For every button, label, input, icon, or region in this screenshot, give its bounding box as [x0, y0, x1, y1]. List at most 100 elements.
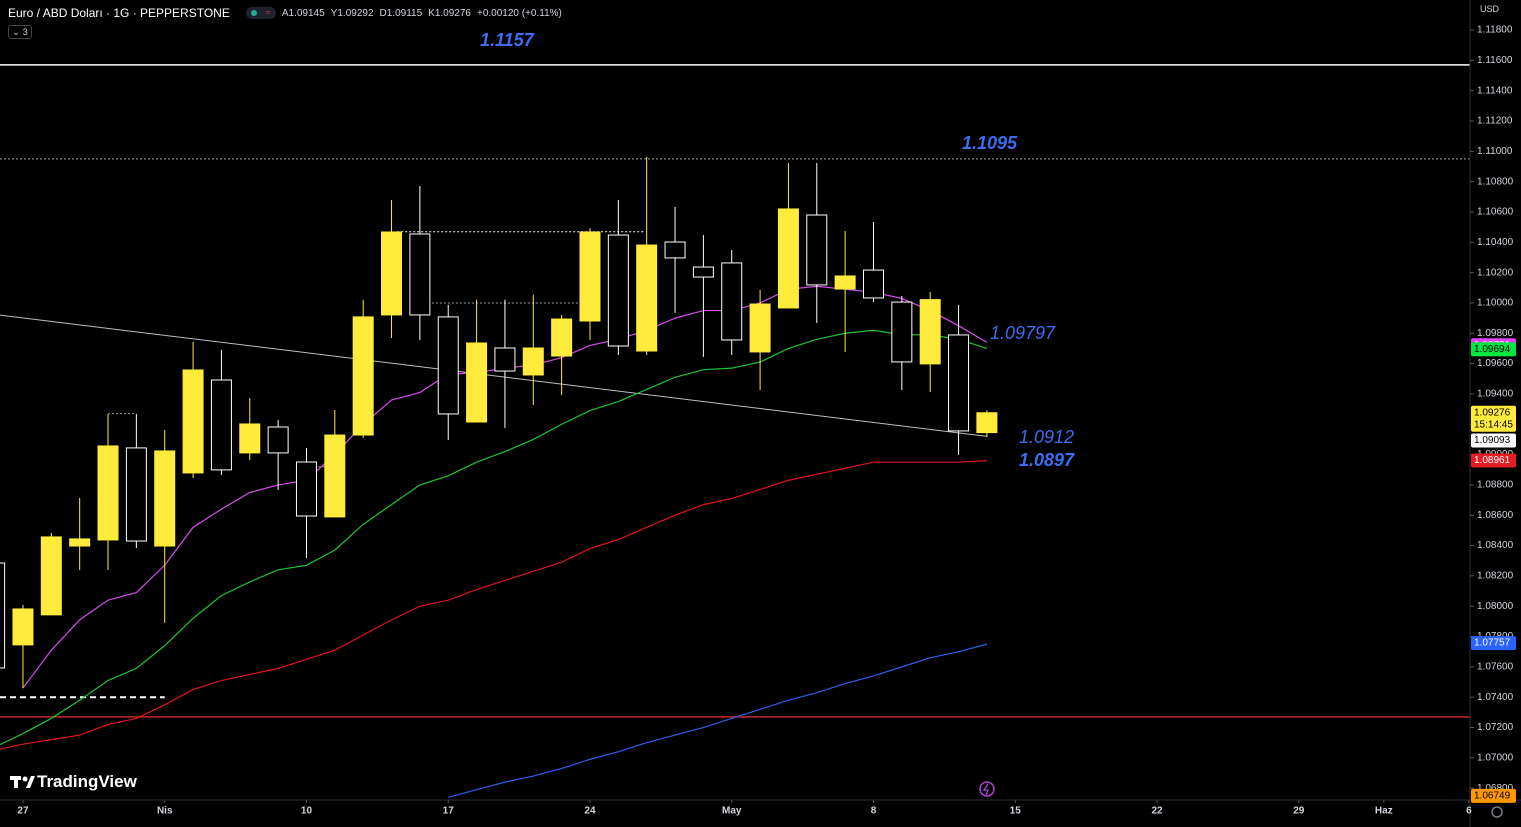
y-tick-label: 1.08600	[1477, 510, 1514, 521]
y-tick-label: 1.10400	[1477, 237, 1514, 248]
candle-body	[721, 262, 743, 341]
y-tick-label: 1.09800	[1477, 328, 1514, 339]
candle-body	[182, 369, 204, 474]
candle-body	[239, 423, 261, 454]
price-label: 1.07757	[1474, 638, 1511, 649]
y-tick-label: 1.08400	[1477, 540, 1514, 551]
ma-line	[448, 643, 988, 798]
x-tick-label: 27	[17, 806, 29, 817]
x-tick-label: 29	[1293, 806, 1305, 817]
price-label-box	[1471, 342, 1516, 357]
candle-body	[976, 412, 998, 434]
y-tick-label: 1.07400	[1477, 692, 1514, 703]
svg-text:≈: ≈	[266, 8, 271, 17]
y-tick-label: 1.11000	[1477, 146, 1513, 157]
y-tick-label: 1.11200	[1477, 116, 1513, 127]
price-label: 1.06749	[1474, 791, 1511, 802]
candle-body	[40, 536, 62, 616]
y-tick-label: 1.09600	[1477, 358, 1514, 369]
ohlc-change: +0.00120 (+0.11%)	[476, 7, 562, 19]
price-label-box	[1471, 636, 1516, 651]
candle-body	[409, 233, 431, 316]
annotation: 1.1095	[962, 133, 1018, 153]
x-tick-label: 6	[1466, 806, 1472, 817]
x-tick-label: 10	[301, 806, 313, 817]
candle-body	[494, 347, 516, 372]
y-tick-label: 1.08000	[1477, 601, 1514, 612]
annotations: 1.1157 1.1095 1.09797 1.0912 1.0897	[10, 30, 1503, 818]
price-label: 1.09694	[1474, 344, 1511, 355]
candle-body	[607, 234, 629, 347]
candle-body	[551, 318, 573, 357]
x-tick-label: 17	[443, 806, 455, 817]
currency[interactable]: USD	[1480, 4, 1500, 14]
y-tick-label: 1.08800	[1477, 480, 1514, 491]
logo-icon	[10, 776, 35, 788]
candle-body	[69, 538, 91, 547]
candle-body	[834, 275, 856, 290]
event-icon[interactable]	[979, 781, 995, 797]
candle-body	[12, 608, 34, 646]
drawing-segment	[0, 314, 987, 437]
candle-body	[437, 316, 459, 415]
price-label-box	[1471, 453, 1516, 468]
ohlc-value: K1.09276	[428, 7, 471, 19]
y-tick-label: 1.11800	[1477, 25, 1513, 36]
y-tick-label: 1.07000	[1477, 752, 1514, 763]
header: Euro / ABD Doları · 1G · PEPPERSTONE ≈ A…	[8, 6, 562, 20]
candle-body	[466, 342, 488, 423]
y-tick-label: 1.10800	[1477, 176, 1514, 187]
price-label: 1.09276	[1474, 407, 1511, 418]
annotation: 1.0912	[1019, 427, 1074, 447]
settings-icon[interactable]	[1491, 806, 1503, 818]
x-tick-label: 8	[871, 806, 877, 817]
x-tick-label: 15	[1010, 806, 1022, 817]
x-tick-label: 22	[1151, 806, 1163, 817]
candle-body	[636, 244, 658, 352]
candle-body	[97, 445, 119, 541]
x-tick-label: 24	[584, 806, 596, 817]
logo: TradingView	[37, 772, 137, 791]
price-label: 1.09093	[1474, 435, 1511, 446]
candle-body	[522, 347, 544, 376]
candle-body	[295, 461, 317, 517]
candle-body	[324, 434, 346, 518]
chevron: ⌄	[12, 26, 20, 37]
y-tick-label: 1.11600	[1477, 55, 1513, 66]
y-tick-label: 1.09400	[1477, 389, 1514, 400]
candle-body	[381, 231, 403, 316]
ohlc-value: D1.09115	[379, 7, 423, 19]
price-label: 1.08961	[1474, 455, 1511, 466]
candle-body	[891, 301, 913, 363]
x-tick-label: Haz	[1375, 806, 1393, 817]
axes: 1.11800 1.11600 1.11400 1.11200 1.11000 1.108…	[17, 25, 1516, 817]
indicator-count: 3	[22, 27, 28, 37]
y-tick-label: 1.07600	[1477, 662, 1514, 673]
ma-line	[0, 460, 987, 750]
x-tick-label: May	[722, 806, 742, 817]
ma-line	[0, 329, 988, 746]
ohlc-value: A1.09145	[281, 7, 325, 19]
candle-body	[777, 208, 799, 309]
event-icon-bolt	[982, 783, 989, 796]
symbol[interactable]: Euro / ABD Doları · 1G · PEPPERSTONE	[8, 6, 230, 20]
y-tick-label: 1.06800	[1477, 783, 1514, 794]
annotation: 1.09797	[990, 323, 1056, 343]
price-label-box	[1471, 405, 1516, 432]
indicators-toggle[interactable]: ⌄ 3	[8, 25, 32, 39]
candle-body	[579, 231, 601, 322]
candle-body	[664, 241, 686, 259]
annotation: 1.1157	[480, 30, 535, 50]
candle-body	[919, 299, 941, 365]
candle-body	[0, 562, 6, 669]
candle-body	[749, 303, 771, 353]
candle-body	[267, 426, 289, 454]
countdown: 15:14:45	[1474, 419, 1513, 430]
candle-body	[210, 379, 232, 471]
price-label-box	[1471, 433, 1516, 448]
candle-body	[352, 316, 374, 436]
candle-body	[948, 334, 970, 432]
x-tick-label: Nis	[157, 806, 173, 817]
